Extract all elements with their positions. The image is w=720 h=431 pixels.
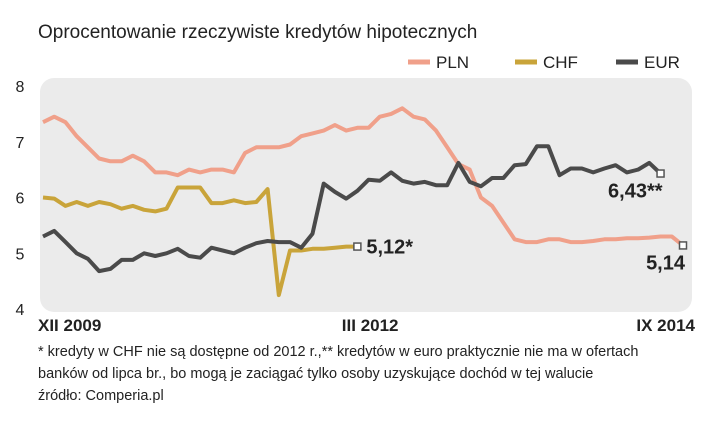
data-label: 5,12* [366,237,413,259]
legend-label: CHF [543,53,578,72]
plot-background [40,78,692,312]
series-line [42,106,685,247]
note: * kredyty w CHF nie są dostępne od 2012 … [38,344,638,360]
data-label: 6,43** [608,181,663,203]
source: źródło: Comperia.pl [38,388,164,404]
legend-label: EUR [644,53,680,72]
y-tick-label: 8 [16,79,25,96]
legend-label: PLN [436,53,469,72]
y-tick-label: 7 [16,135,25,152]
x-tick-label: IX 2014 [636,316,695,335]
x-tick-label: III 2012 [342,316,399,335]
end-marker [678,241,688,250]
end-marker [656,169,665,178]
end-marker [353,242,362,251]
series-line [42,185,358,298]
y-tick-label: 5 [16,246,25,263]
note: banków od lipca br., bo mogą je zaciągać… [38,366,593,382]
y-tick-label: 6 [16,191,25,208]
chart-title: Oprocentowanie rzeczywiste kredytów hipo… [38,22,477,43]
x-tick-label: XII 2009 [38,316,101,335]
y-tick-label: 4 [16,302,25,319]
data-label: 5,14 [646,252,686,274]
series-line [42,144,662,274]
